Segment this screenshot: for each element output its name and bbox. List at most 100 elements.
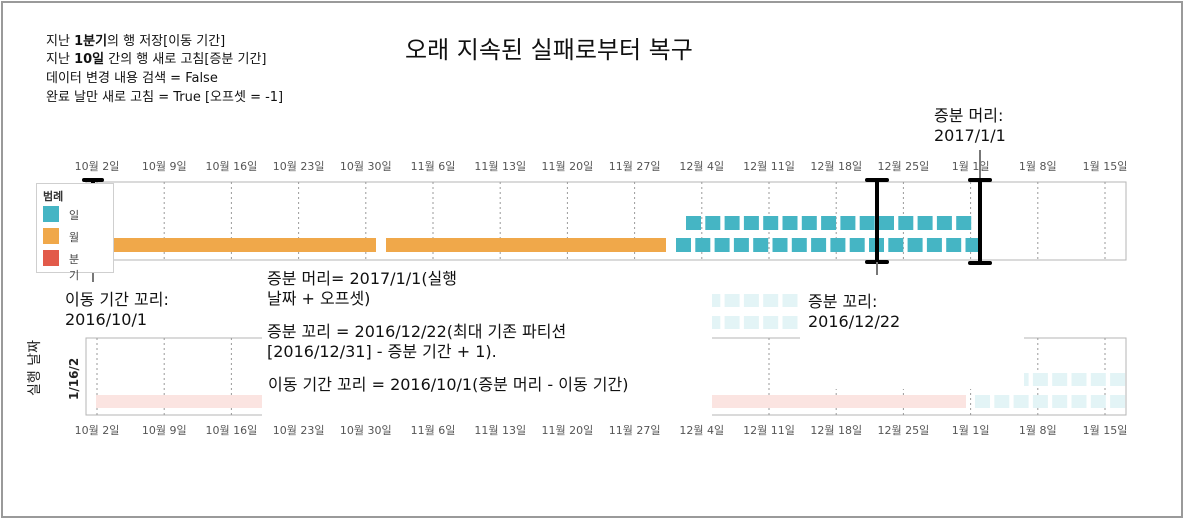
day-partition-faded [1090, 373, 1106, 386]
day-partition-square [830, 238, 846, 252]
day-partition-square [753, 238, 769, 252]
tick-label: 10월 23일 [273, 159, 325, 173]
tick-label: 11월 27일 [609, 159, 661, 173]
incremental-tail-callout-box [800, 283, 1024, 389]
day-partition-faded [724, 294, 740, 307]
tick-label: 11월 6일 [411, 423, 456, 437]
tick-label: 11월 20일 [542, 159, 594, 173]
day-partition-square [859, 216, 875, 230]
tick-label: 12월 4일 [679, 159, 724, 173]
tick-label: 10월 2일 [75, 423, 120, 437]
tick-label: 10월 9일 [142, 423, 187, 437]
day-partition-faded [1032, 395, 1048, 408]
day-partition-square [695, 238, 711, 252]
legend-label-quarter: 분기 [69, 253, 80, 282]
tick-label: 1월 1일 [952, 423, 990, 437]
day-partition-square [965, 238, 981, 252]
day-partition-square [907, 238, 923, 252]
legend-swatch-month [43, 228, 59, 244]
day-partition-faded [1052, 373, 1068, 386]
incremental-head-label: 증분 머리: 2017/1/1 [934, 106, 1006, 145]
day-partition-square [733, 238, 749, 252]
tick-label: 10월 16일 [206, 159, 258, 173]
tick-label: 10월 30일 [340, 423, 392, 437]
day-partition-faded [782, 294, 798, 307]
tick-label: 12월 18일 [810, 159, 862, 173]
info-line-4: 완료 날만 새로 고침 = True [오프셋 = -1] [46, 90, 284, 105]
incremental-head-marker [968, 178, 992, 265]
day-partition-square [956, 216, 972, 230]
day-partition-square [676, 238, 691, 252]
day-partition-square [917, 216, 933, 230]
incremental-tail-label: 증분 꼬리: 2016/12/22 [808, 292, 901, 331]
day-partition-square [705, 216, 721, 230]
tick-label: 12월 25일 [878, 159, 930, 173]
day-partition-faded [994, 395, 1010, 408]
tick-label: 11월 13일 [474, 423, 526, 437]
day-partition-square [926, 238, 942, 252]
legend-swatch-quarter [43, 250, 59, 266]
legend-swatch-day [43, 206, 59, 222]
day-partition-faded [763, 294, 779, 307]
day-partition-faded [1032, 373, 1048, 386]
day-partition-square [782, 216, 798, 230]
day-partition-square [763, 216, 779, 230]
incremental-head-callout-box [928, 103, 1038, 149]
info-line-1: 지난 1분기의 행 저장[이동 기간] [46, 34, 226, 49]
tick-label: 1월 15일 [1083, 159, 1128, 173]
month-partition-bar [386, 238, 666, 252]
day-partition-square [724, 216, 740, 230]
diagram-title: 오래 지속된 실패로부터 복구 [405, 36, 693, 64]
day-partition-faded [1071, 395, 1087, 408]
day-partition-faded [1052, 395, 1068, 408]
tick-label: 11월 27일 [609, 423, 661, 437]
tail-formula: 증분 꼬리 = 2016/12/22(최대 기존 파티션 [2016/12/31… [267, 322, 567, 361]
day-partition-faded [975, 395, 990, 408]
day-partition-square [821, 216, 837, 230]
rolling-formula: 이동 기간 꼬리 = 2016/10/1(증분 머리 - 이동 기간) [268, 375, 629, 394]
legend-label-day: 일 [69, 209, 80, 222]
day-partition-square [791, 238, 807, 252]
tick-label: 1월 1일 [952, 159, 990, 173]
day-partition-faded [1090, 395, 1106, 408]
formula-callout-box [262, 262, 712, 417]
day-partition-faded [743, 316, 759, 329]
tick-label: 11월 6일 [411, 159, 456, 173]
info-line-2: 지난 10일 간의 행 새로 고침[증분 기간] [46, 52, 267, 67]
day-partition-square [772, 238, 788, 252]
day-partition-faded [1071, 373, 1087, 386]
tick-label: 11월 13일 [474, 159, 526, 173]
tick-label: 12월 4일 [679, 423, 724, 437]
day-partition-square [714, 238, 730, 252]
tick-label: 1월 8일 [1019, 423, 1057, 437]
rolling-tail-label: 이동 기간 꼬리: 2016/10/1 [65, 290, 169, 329]
day-partition-square [849, 238, 865, 252]
top-axis-ticks: 10월 2일 10월 9일 10월 16일 10월 23일 10월 30일 11월 6일 1… [75, 159, 1128, 173]
legend-label-month: 월 [69, 231, 80, 244]
day-partition-faded [763, 316, 779, 329]
day-partition-square [801, 216, 817, 230]
tick-label: 1월 15일 [1083, 423, 1128, 437]
head-formula: 증분 머리= 2017/1/1(실행 날짜 + 오프셋) [267, 269, 457, 308]
legend: 범례 일 월 분기 [36, 183, 114, 282]
tick-label: 10월 2일 [75, 159, 120, 173]
day-partition-square [946, 238, 962, 252]
day-partition-square [936, 216, 952, 230]
day-partition-faded [1110, 373, 1126, 386]
day-partition-square [840, 216, 856, 230]
tick-label: 12월 11일 [743, 159, 795, 173]
tick-label: 11월 20일 [542, 423, 594, 437]
day-partition-faded [724, 316, 740, 329]
day-partition-square [879, 216, 894, 230]
y-tick-label: 1/16/2 [67, 357, 81, 400]
rolling-tail-callout-box [60, 283, 260, 333]
legend-title: 범례 [43, 190, 64, 203]
tick-label: 10월 30일 [340, 159, 392, 173]
day-partition-faded [1110, 395, 1126, 408]
tick-label: 12월 11일 [743, 423, 795, 437]
day-partition-faded [1013, 395, 1029, 408]
info-line-3: 데이터 변경 내용 검색 = False [46, 71, 218, 86]
day-partition-square [811, 238, 827, 252]
